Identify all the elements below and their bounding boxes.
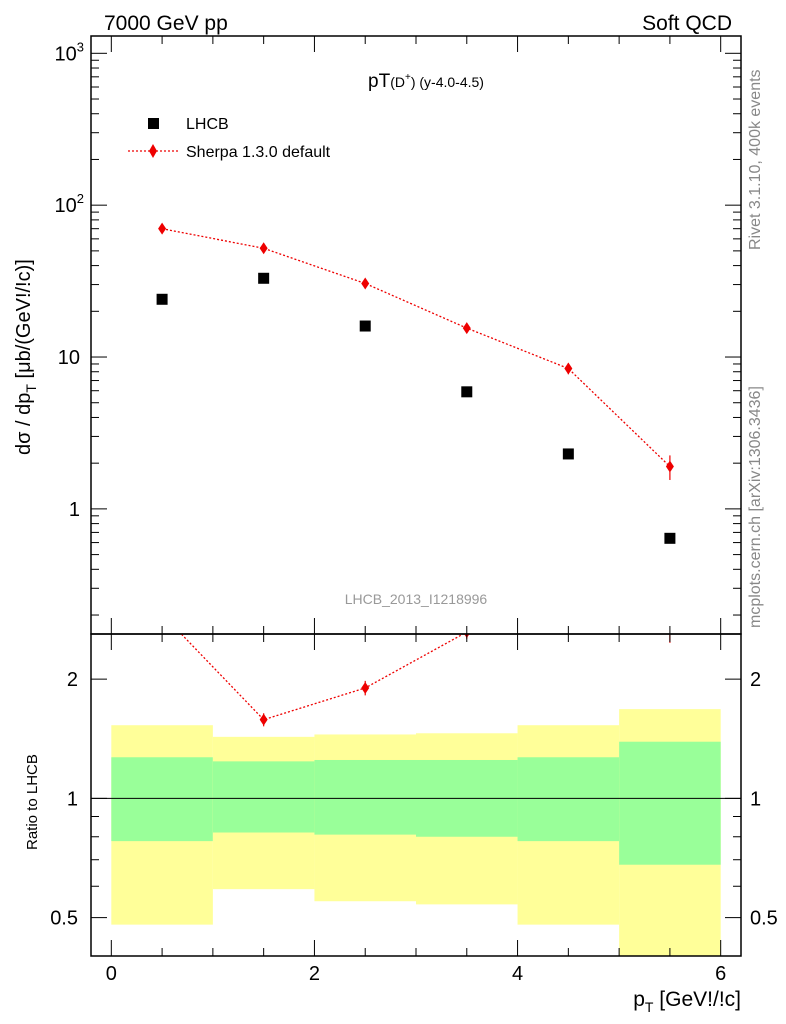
- mcplots-label: mcplots.cern.ch [arXiv:1306.3436]: [747, 386, 764, 628]
- ratio-band-inner: [517, 757, 620, 842]
- x-tick-label: 4: [512, 963, 523, 985]
- mc-point: [564, 362, 573, 375]
- y-tick-label-ratio-right: 1: [750, 788, 761, 810]
- mc-point: [259, 242, 268, 255]
- x-tick-label: 6: [715, 963, 726, 985]
- y-axis-label-main-suffix: [μb/(GeV!/!c)]: [13, 259, 35, 384]
- y-tick-label-main: 103: [55, 39, 84, 65]
- x-tick-label: 2: [309, 963, 320, 985]
- mc-point: [665, 460, 674, 473]
- y-tick-label-main: 1: [69, 499, 80, 521]
- data-point: [461, 386, 473, 398]
- ratio-band-inner: [111, 757, 213, 842]
- ratio-mc-point: [158, 608, 166, 620]
- rivet-label: Rivet 3.1.10, 400k events: [747, 69, 764, 250]
- data-point: [258, 272, 270, 284]
- y-axis-label-main-sub: T: [23, 384, 39, 393]
- y-tick-label-base: 10: [55, 195, 77, 217]
- x-axis-label-sub: T: [645, 999, 654, 1015]
- ratio-mc-point: [361, 681, 370, 694]
- ratio-mc-point: [259, 713, 268, 726]
- y-tick-label-ratio-right: 0.5: [750, 908, 778, 930]
- y-axis-label-main-prefix: dσ / dp: [13, 393, 35, 455]
- legend-mc-marker: [149, 144, 157, 158]
- mc-point: [158, 222, 167, 235]
- x-tick-label: 0: [106, 963, 117, 985]
- x-axis-label-prefix: p: [633, 988, 645, 1011]
- legend-mc-label: Sherpa 1.3.0 default: [186, 144, 331, 161]
- plot-title-paren-close: ): [411, 74, 416, 90]
- ratio-band-inner: [619, 741, 721, 865]
- plot-title: pT(D+) (y-4.0-4.5): [368, 71, 484, 92]
- x-axis-label: pT [GeV!/!c]: [633, 988, 741, 1015]
- legend-data-marker: [148, 118, 159, 129]
- header-right: Soft QCD: [642, 12, 732, 35]
- data-point: [156, 293, 168, 305]
- ratio-mc-point: [564, 570, 572, 582]
- header-left: 7000 GeV pp: [104, 12, 228, 35]
- y-tick-label-ratio: 2: [67, 669, 78, 691]
- plot-title-paren-open: (D: [390, 74, 405, 90]
- x-axis-label-suffix: [GeV!/!c]: [653, 988, 741, 1011]
- mc-line: [161, 228, 671, 468]
- y-axis-label-main: dσ / dpT [μb/(GeV!/!c)]: [13, 259, 39, 455]
- data-point: [562, 448, 574, 460]
- y-tick-label-sup: 3: [77, 39, 84, 54]
- plot-title-main: pT: [368, 71, 391, 92]
- data-point: [664, 532, 676, 544]
- data-point: [359, 320, 371, 332]
- y-axis-label-ratio: Ratio to LHCB: [24, 754, 41, 850]
- analysis-watermark: LHCB_2013_I1218996: [345, 591, 488, 607]
- mc-point: [361, 277, 370, 290]
- ratio-band-inner: [212, 761, 315, 833]
- legend-data-label: LHCB: [186, 116, 229, 133]
- plot-title-sup: +: [405, 72, 411, 83]
- y-tick-label-ratio: 0.5: [50, 908, 78, 930]
- y-tick-label-main: 102: [55, 191, 84, 217]
- ratio-mc-point: [666, 605, 674, 617]
- legend: LHCB Sherpa 1.3.0 default: [128, 116, 331, 161]
- ratio-panel: 0.5 0.5 1 1 2 2 0 2 4 6 Ratio to LHCB pT [GeV!/!c…: [24, 570, 778, 1015]
- plot-title-range: (y-4.0-4.5): [416, 74, 484, 90]
- y-tick-label-ratio-right: 2: [750, 669, 761, 691]
- y-tick-label-sup: 2: [77, 191, 84, 206]
- mc-point: [462, 322, 471, 335]
- ratio-band-inner: [314, 759, 416, 835]
- y-tick-label-ratio: 1: [67, 788, 78, 810]
- y-tick-label-main: 10: [58, 347, 80, 369]
- y-tick-label-base: 10: [55, 43, 77, 65]
